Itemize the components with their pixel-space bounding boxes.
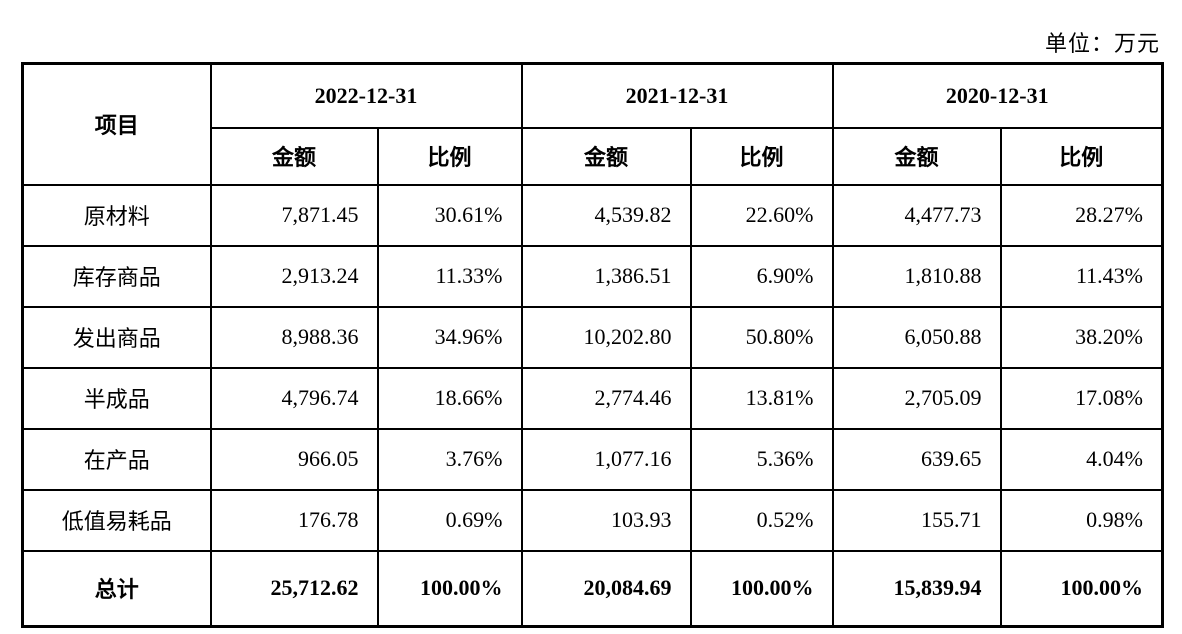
- header-amount-2021: 金额: [520, 126, 692, 186]
- row-item-label: 低值易耗品: [21, 488, 212, 552]
- cell-amount-2021: 20,084.69: [520, 549, 692, 628]
- cell-ratio-2020: 0.98%: [999, 488, 1164, 552]
- cell-ratio-2020: 28.27%: [999, 183, 1164, 247]
- cell-ratio-2020: 38.20%: [999, 305, 1164, 369]
- cell-ratio-2022: 18.66%: [376, 366, 523, 430]
- cell-ratio-2021: 0.52%: [689, 488, 834, 552]
- header-amount-2022: 金额: [209, 126, 379, 186]
- cell-ratio-2022: 34.96%: [376, 305, 523, 369]
- cell-amount-2021: 1,077.16: [520, 427, 692, 491]
- cell-amount-2021: 103.93: [520, 488, 692, 552]
- cell-ratio-2022: 11.33%: [376, 244, 523, 308]
- header-item: 项目: [21, 62, 212, 186]
- header-ratio-2022: 比例: [376, 126, 523, 186]
- cell-amount-2021: 1,386.51: [520, 244, 692, 308]
- cell-amount-2022: 25,712.62: [209, 549, 379, 628]
- cell-ratio-2020: 4.04%: [999, 427, 1164, 491]
- cell-amount-2020: 2,705.09: [831, 366, 1002, 430]
- cell-amount-2022: 7,871.45: [209, 183, 379, 247]
- cell-ratio-2021: 6.90%: [689, 244, 834, 308]
- cell-ratio-2021: 22.60%: [689, 183, 834, 247]
- cell-amount-2021: 10,202.80: [520, 305, 692, 369]
- table-row-low-value-consumables: 低值易耗品 176.78 0.69% 103.93 0.52% 155.71 0…: [21, 488, 1164, 552]
- inventory-table: 项目 2022-12-31 2021-12-31 2020-12-31 金额 比…: [21, 62, 1164, 628]
- row-item-label: 半成品: [21, 366, 212, 430]
- table-row-total: 总计 25,712.62 100.00% 20,084.69 100.00% 1…: [21, 549, 1164, 628]
- header-date-2020: 2020-12-31: [831, 62, 1164, 129]
- cell-amount-2022: 966.05: [209, 427, 379, 491]
- table-row-raw-materials: 原材料 7,871.45 30.61% 4,539.82 22.60% 4,47…: [21, 183, 1164, 247]
- header-row-dates: 项目 2022-12-31 2021-12-31 2020-12-31: [21, 62, 1164, 186]
- header-amount-2020: 金额: [831, 126, 1002, 186]
- cell-amount-2022: 176.78: [209, 488, 379, 552]
- cell-ratio-2022: 30.61%: [376, 183, 523, 247]
- table-row-goods-shipped: 发出商品 8,988.36 34.96% 10,202.80 50.80% 6,…: [21, 305, 1164, 369]
- cell-ratio-2021: 100.00%: [689, 549, 834, 628]
- cell-ratio-2022: 0.69%: [376, 488, 523, 552]
- cell-amount-2020: 639.65: [831, 427, 1002, 491]
- cell-amount-2020: 1,810.88: [831, 244, 1002, 308]
- cell-ratio-2020: 11.43%: [999, 244, 1164, 308]
- table-row-work-in-progress: 在产品 966.05 3.76% 1,077.16 5.36% 639.65 4…: [21, 427, 1164, 491]
- row-item-label: 原材料: [21, 183, 212, 247]
- cell-amount-2021: 2,774.46: [520, 366, 692, 430]
- cell-amount-2021: 4,539.82: [520, 183, 692, 247]
- row-item-label: 在产品: [21, 427, 212, 491]
- row-item-label: 库存商品: [21, 244, 212, 308]
- cell-ratio-2022: 3.76%: [376, 427, 523, 491]
- cell-amount-2022: 2,913.24: [209, 244, 379, 308]
- header-date-2022: 2022-12-31: [209, 62, 523, 129]
- header-ratio-2020: 比例: [999, 126, 1164, 186]
- cell-ratio-2021: 13.81%: [689, 366, 834, 430]
- cell-ratio-2020: 17.08%: [999, 366, 1164, 430]
- cell-amount-2020: 155.71: [831, 488, 1002, 552]
- row-item-label: 总计: [21, 549, 212, 628]
- cell-ratio-2020: 100.00%: [999, 549, 1164, 628]
- cell-amount-2020: 15,839.94: [831, 549, 1002, 628]
- header-date-2021: 2021-12-31: [520, 62, 834, 129]
- header-row-subcolumns: 金额 比例 金额 比例 金额 比例: [23, 126, 1164, 186]
- table-row-semi-finished: 半成品 4,796.74 18.66% 2,774.46 13.81% 2,70…: [21, 366, 1164, 430]
- cell-amount-2020: 6,050.88: [831, 305, 1002, 369]
- cell-ratio-2021: 5.36%: [689, 427, 834, 491]
- table-row-stock-goods: 库存商品 2,913.24 11.33% 1,386.51 6.90% 1,81…: [21, 244, 1164, 308]
- row-item-label: 发出商品: [21, 305, 212, 369]
- cell-amount-2022: 8,988.36: [209, 305, 379, 369]
- cell-ratio-2021: 50.80%: [689, 305, 834, 369]
- cell-amount-2022: 4,796.74: [209, 366, 379, 430]
- cell-amount-2020: 4,477.73: [831, 183, 1002, 247]
- cell-ratio-2022: 100.00%: [376, 549, 523, 628]
- header-ratio-2021: 比例: [689, 126, 834, 186]
- unit-label: 单位：万元: [1044, 31, 1160, 56]
